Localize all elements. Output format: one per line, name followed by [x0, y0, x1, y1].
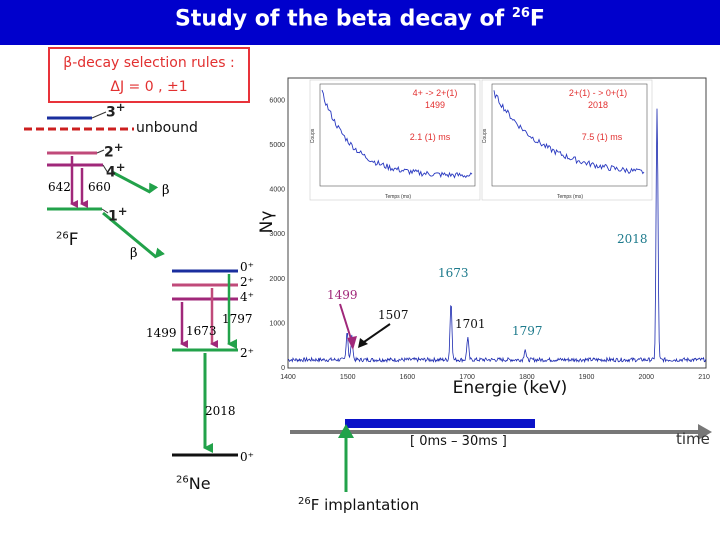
ne26-level-2plus-upper-label: 2⁺ — [240, 275, 254, 289]
inset-2018-x-label: Temps (ms) — [557, 194, 583, 200]
spectrum-y-axis-label: Nγ — [257, 211, 277, 234]
slide-title: Study of the beta decay of 26F — [175, 6, 545, 32]
title-bar — [0, 0, 720, 45]
ne26-level-ground-label: 0⁺ — [240, 450, 254, 464]
time-axis-label: time — [676, 430, 710, 448]
inset-1499-y-label: Coups — [310, 128, 316, 143]
beta-label-upper: β — [162, 183, 170, 198]
peak-label-1797: 1797 — [512, 324, 543, 338]
beta-arrow-upper — [111, 170, 159, 194]
spectrum-x-tick-label: 1800 — [519, 374, 535, 381]
f26-level-4plus-connector — [102, 164, 109, 174]
spectrum-plot-frame — [287, 77, 707, 369]
selection-rules-formula: ΔJ = 0 , ±1 — [110, 79, 188, 95]
inset-2018-y-label: Coups — [482, 128, 488, 143]
spectrum-x-tick-label: 1900 — [579, 374, 595, 381]
spectrum-y-tick-label: 3000 — [269, 231, 285, 238]
inset-2018-halflife: 7.5 (1) ms — [582, 132, 623, 142]
spectrum-trace — [287, 108, 707, 364]
f26-level-2plus-connector — [96, 149, 105, 154]
spectrum-y-tick-label: 5000 — [269, 142, 285, 149]
gamma-642-label: 642 — [48, 180, 71, 194]
inset-2018-label1: 2+(1) - > 0+(1) — [569, 88, 627, 98]
f26-nucleus-label: 26F — [56, 230, 79, 250]
spectrum-x-ticks: 1400 1500 1600 1700 1800 1900 2000 2100 — [280, 374, 710, 381]
ne26-level-4plus-label: 4⁺ — [240, 290, 254, 304]
inset-1499-label1: 4+ -> 2+(1) — [413, 88, 458, 98]
peak-1507-pointer — [363, 323, 391, 343]
inset-1499-x-label: Temps (ms) — [385, 194, 411, 200]
decay-inset-1499: 4+ -> 2+(1) 1499 2.1 (1) ms Temps (ms) C… — [309, 79, 481, 201]
inset-2018-label2: 2018 — [588, 100, 608, 110]
spectrum-y-tick-label: 6000 — [269, 97, 285, 104]
spectrum-y-tick-label: 4000 — [269, 187, 285, 194]
spectrum-x-tick-label: 1500 — [340, 374, 356, 381]
f26-level-3plus-label: 3+ — [106, 100, 126, 121]
spectrum-y-tick-label: 0 — [281, 365, 285, 372]
unbound-label: unbound — [136, 120, 198, 136]
f26-level-3plus-connector — [91, 111, 107, 119]
decay-inset-2018: 2+(1) - > 0+(1) 2018 7.5 (1) ms Temps (m… — [481, 79, 653, 201]
inset-1499-label2: 1499 — [425, 100, 445, 110]
f26-level-2plus-label: 2+ — [104, 140, 124, 161]
spectrum-y-ticks: 0 1000 2000 3000 4000 5000 6000 — [269, 97, 285, 372]
selection-rules-title: β-decay selection rules : — [63, 55, 235, 71]
peak-label-1673: 1673 — [438, 266, 469, 280]
spectrum-x-tick-label: 2100 — [698, 374, 710, 381]
peak-label-1499: 1499 — [327, 288, 358, 302]
implantation-window-bar — [345, 419, 535, 428]
selection-rules-box: β-decay selection rules : ΔJ = 0 , ±1 — [48, 47, 250, 103]
gamma-2018-label: 2018 — [205, 404, 236, 418]
ne26-level-2plus-1-label: 2⁺ — [240, 346, 254, 360]
spectrum-x-tick-label: 1700 — [459, 374, 475, 381]
spectrum-x-axis-label: Energie (keV) — [453, 378, 568, 398]
inset-1499-halflife: 2.1 (1) ms — [410, 132, 451, 142]
spectrum-x-tick-label: 1400 — [280, 374, 296, 381]
time-axis-arrowhead — [698, 424, 712, 440]
gamma-1797-label: 1797 — [222, 312, 253, 326]
time-window-label: [ 0ms – 30ms ] — [410, 434, 507, 449]
gamma-1673-label: 1673 — [186, 324, 217, 338]
gamma-1499-label: 1499 — [146, 326, 177, 340]
inset-1499-decay-curve — [321, 89, 473, 179]
spectrum-x-tick-label: 1600 — [400, 374, 416, 381]
spectrum-y-tick-label: 1000 — [269, 320, 285, 327]
inset-2018-decay-curve — [493, 90, 645, 175]
peak-label-1701: 1701 — [455, 317, 486, 331]
beta-arrow-lower — [102, 211, 165, 259]
peak-label-2018: 2018 — [617, 232, 648, 246]
f26-level-1plus-label: 1+ — [108, 204, 128, 225]
ne26-level-0plus-upper-label: 0⁺ — [240, 260, 254, 274]
gamma-spectrum-panel: 0 1000 2000 3000 4000 5000 6000 1400 1500 1600 17… — [257, 77, 710, 398]
spectrum-y-tick-label: 2000 — [269, 276, 285, 283]
peak-label-1507: 1507 — [378, 308, 409, 322]
f26-level-1plus-connector — [101, 208, 109, 214]
spectrum-x-tick-label: 2000 — [638, 374, 654, 381]
ne26-nucleus-label: 26Ne — [176, 474, 211, 493]
implantation-arrowhead — [338, 424, 354, 438]
f26-level-4plus-label: 4+ — [106, 160, 126, 181]
gamma-660-label: 660 — [88, 180, 111, 194]
beta-label-lower: β — [130, 246, 138, 261]
implantation-label: 26F implantation — [298, 496, 420, 514]
peak-1499-pointer — [339, 303, 353, 343]
